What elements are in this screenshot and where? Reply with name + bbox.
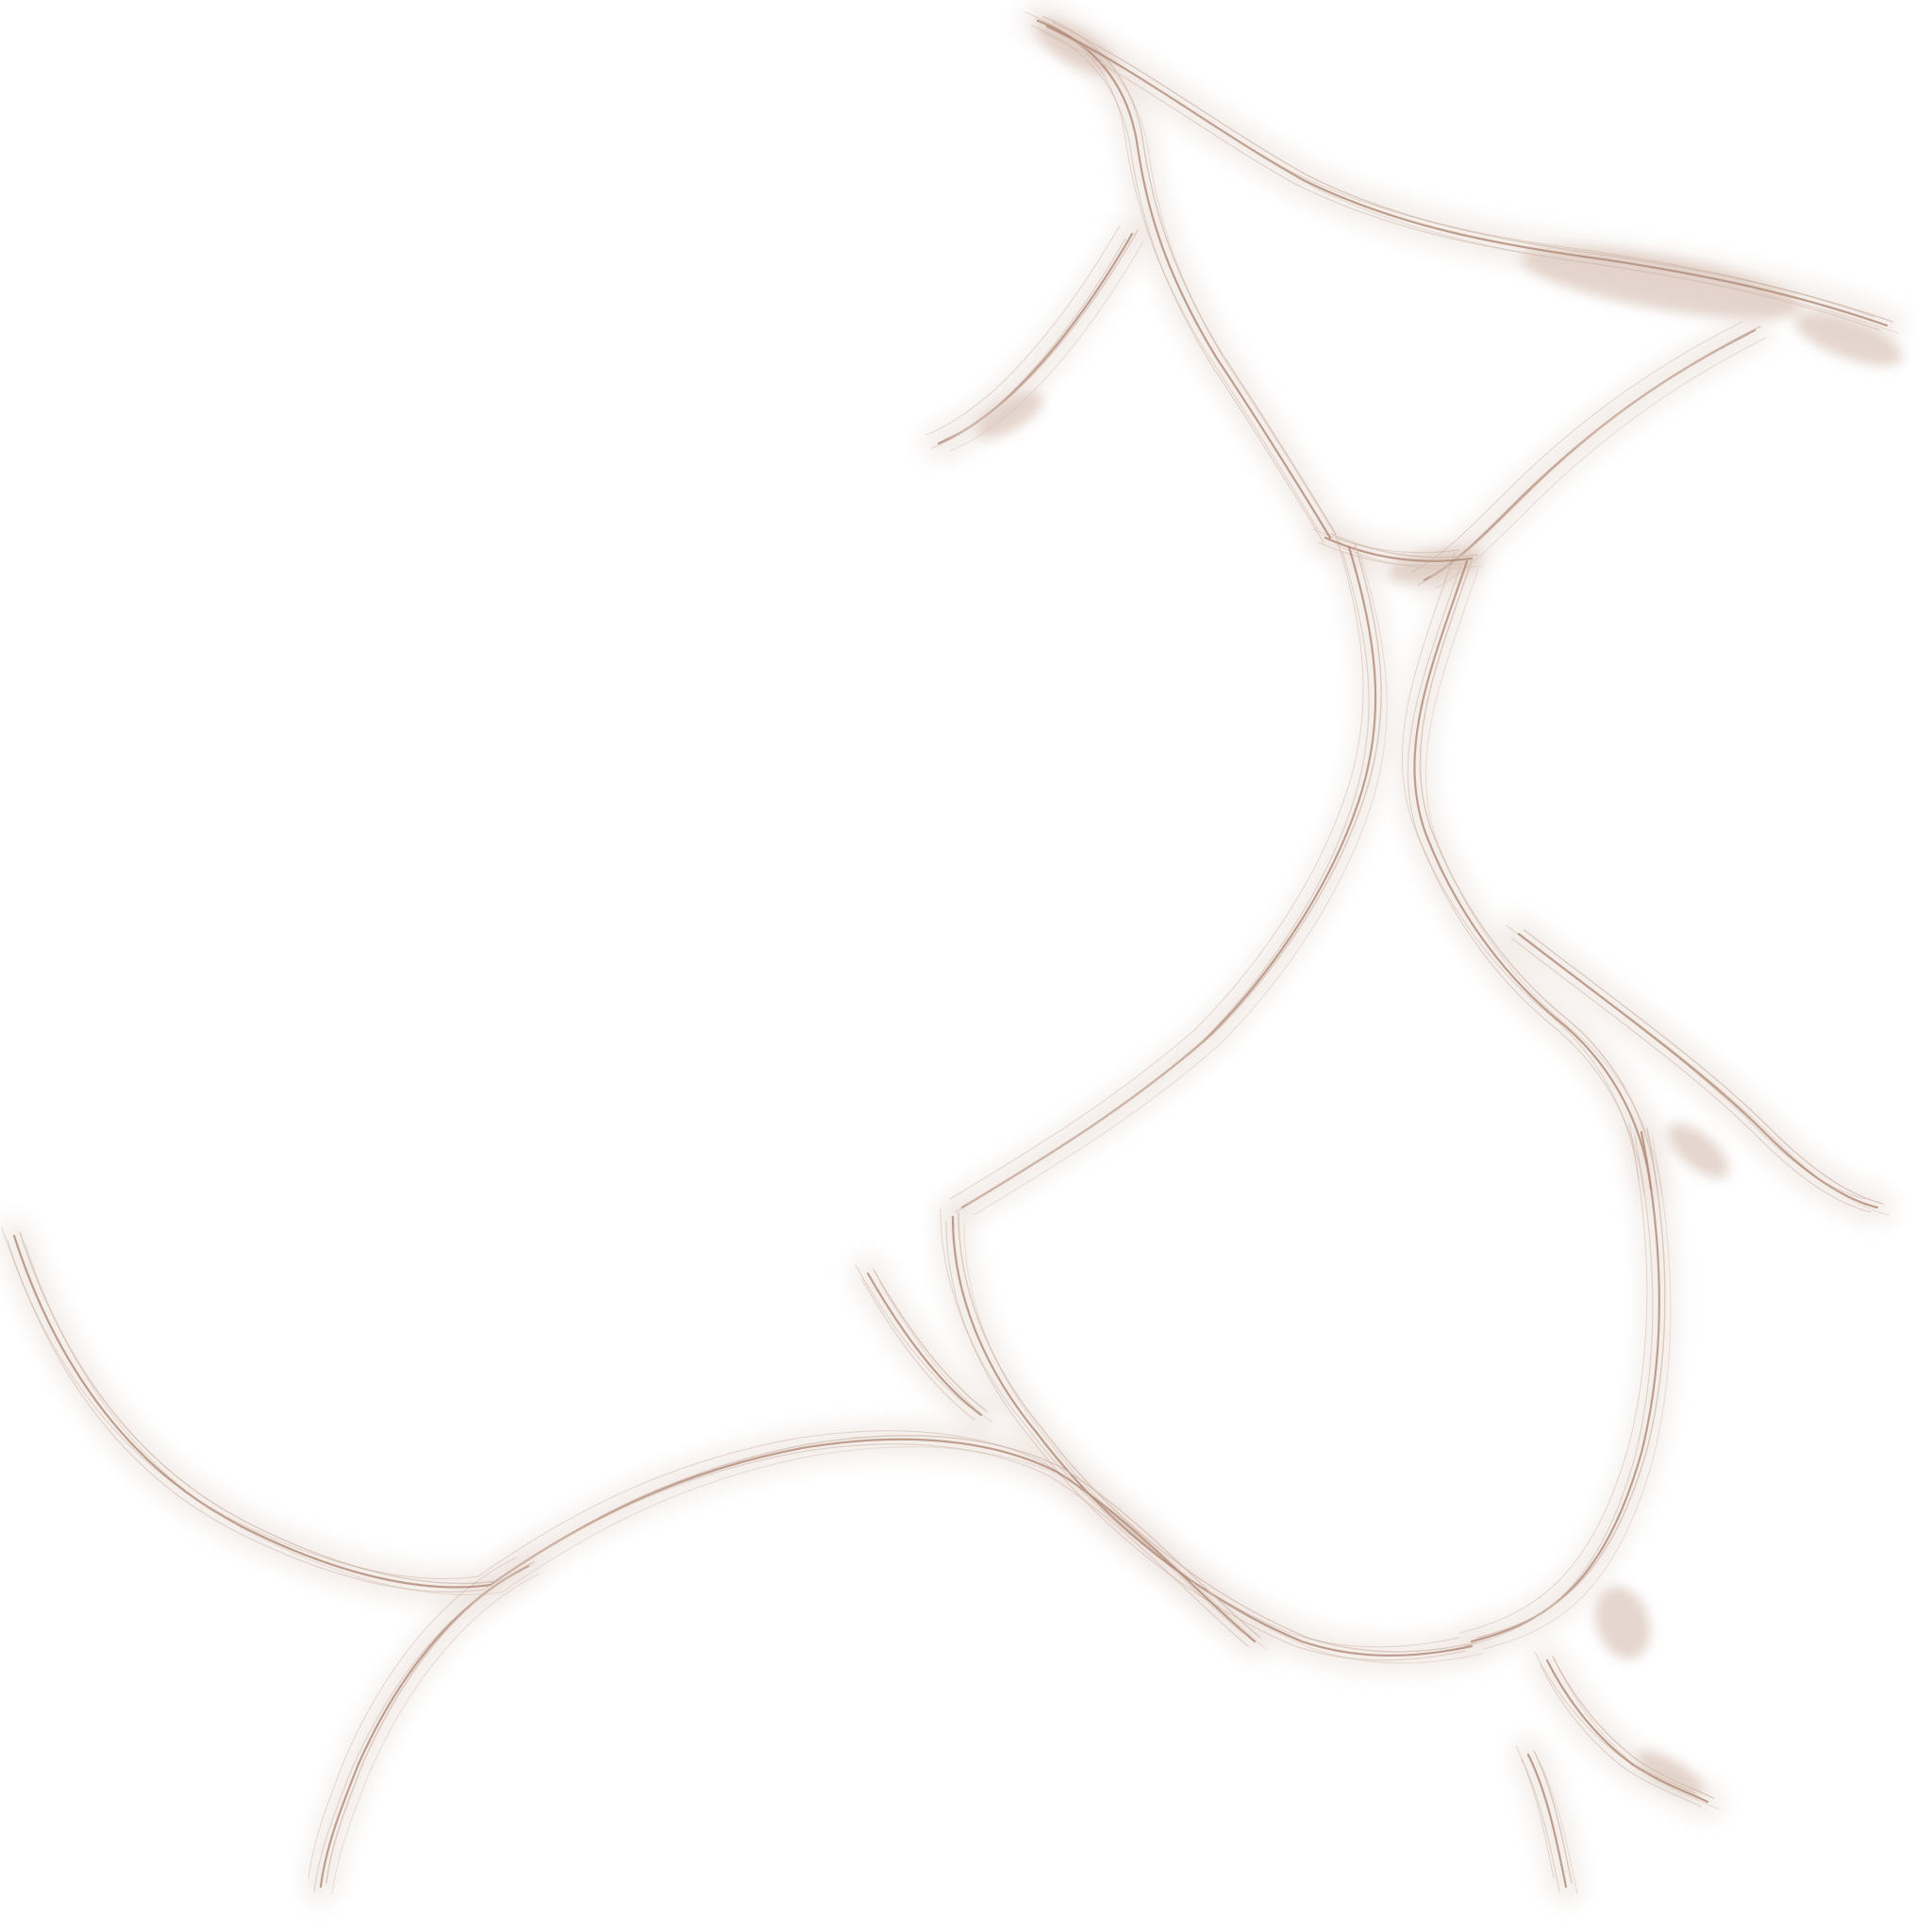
right-wing-blot xyxy=(1667,1123,1729,1179)
bottom-right-tail-strand xyxy=(1545,1658,1709,1804)
top-band-strand xyxy=(1045,25,1889,327)
bottom-right-tail-strand-hair-3 xyxy=(1557,1667,1720,1810)
top-arc-strand-hair-4 xyxy=(1024,11,1319,530)
lower-right-loop-strand-hair-1 xyxy=(1476,1127,1666,1639)
bottom-wave-strand-hair-4 xyxy=(1,1226,1243,1634)
top-tip-blot xyxy=(1038,21,1113,74)
top-band-strand-hair-2 xyxy=(1040,30,1881,331)
bottom-left-tail-strand xyxy=(319,1564,530,1889)
bottom-right-wisp-strand-hair-3 xyxy=(1539,1761,1578,1895)
strand-layer xyxy=(1,11,1899,1895)
bottom-wave-strand-hair-2 xyxy=(7,1240,1249,1647)
lower-left-loop-strand-hair-3 xyxy=(963,1224,1484,1664)
bottom-right-wisp-strand-hair-1 xyxy=(1533,1750,1573,1884)
right-wing-strand-hair-4 xyxy=(1506,924,1866,1200)
center-right-haze xyxy=(1398,545,1667,1205)
top-band-strand-hair-1 xyxy=(1052,22,1893,323)
bottom-right-blot xyxy=(1594,1586,1651,1659)
lower-left-loop-strand xyxy=(951,1215,1474,1657)
lower-left-loop-strand-hair-1 xyxy=(958,1212,1478,1653)
right-wing-strand-hair-3 xyxy=(1529,941,1890,1216)
center-right-strand xyxy=(1413,559,1653,1191)
bottom-left-tail-haze xyxy=(305,1550,544,1903)
bottom-right-tail-strand-hair-2 xyxy=(1540,1664,1702,1807)
lower-right-loop-strand-hair-4 xyxy=(1458,1123,1648,1634)
bottom-wave-strand-hair-1 xyxy=(19,1231,1261,1639)
center-right-strand-hair-4 xyxy=(1402,552,1640,1181)
top-arc-strand-hair-1 xyxy=(1042,16,1337,535)
right-wing-strand xyxy=(1517,932,1879,1209)
top-band-strand-hair-3 xyxy=(1058,33,1899,334)
hip-small-strand-hair-1 xyxy=(873,1269,988,1412)
bottom-left-tail-strand-hair-3 xyxy=(331,1573,541,1895)
top-arc-strand-hair-3 xyxy=(1048,27,1342,546)
top-left-strand-hair-3 xyxy=(949,241,1144,452)
center-left-strand-hair-3 xyxy=(973,554,1388,1216)
bottom-wave-strand-hair-3 xyxy=(25,1242,1267,1650)
top-left-blot xyxy=(975,391,1043,439)
center-right-strand-hair-3 xyxy=(1425,568,1663,1197)
hip-small-strand-hair-3 xyxy=(878,1280,993,1424)
right-upper-strand-hair-2 xyxy=(1417,334,1749,586)
hip-small-strand xyxy=(866,1272,983,1417)
bottom-left-tail-strand-hair-4 xyxy=(308,1557,517,1879)
lower-right-loop-haze xyxy=(1456,1116,1675,1657)
neck-band-strand-hair-2 xyxy=(1318,541,1466,567)
bottom-right-tail-strand-hair-4 xyxy=(1534,1651,1696,1794)
right-wing-strand-hair-2 xyxy=(1511,938,1872,1213)
lower-right-loop-strand-hair-2 xyxy=(1464,1136,1654,1647)
lower-left-loop-strand-hair-4 xyxy=(940,1208,1460,1648)
bottom-wave-strand xyxy=(12,1234,1257,1643)
neck-band-strand-hair-1 xyxy=(1330,533,1478,558)
bottom-right-tail-blot xyxy=(1636,1751,1704,1796)
bottom-wave-haze xyxy=(0,1220,1271,1657)
bottom-right-tail-strand-hair-1 xyxy=(1552,1656,1714,1799)
top-right-blot xyxy=(1521,247,1800,319)
center-left-haze xyxy=(946,531,1392,1224)
neck-band-strand xyxy=(1324,536,1474,562)
bottom-right-wisp-haze xyxy=(1512,1739,1582,1903)
top-band-strand-hair-4 xyxy=(1034,17,1875,318)
right-upper-strand-hair-4 xyxy=(1411,321,1743,573)
center-right-strand-hair-2 xyxy=(1407,565,1645,1194)
center-left-strand-hair-2 xyxy=(955,551,1370,1213)
top-arc-strand-hair-2 xyxy=(1030,25,1324,543)
top-left-strand-hair-4 xyxy=(925,225,1121,436)
lower-right-loop-strand-hair-3 xyxy=(1482,1139,1672,1650)
right-upper-strand-hair-1 xyxy=(1429,325,1761,577)
lower-left-loop-strand-hair-2 xyxy=(945,1221,1466,1661)
bottom-right-wisp-strand-hair-2 xyxy=(1521,1758,1560,1892)
hip-small-strand-hair-2 xyxy=(860,1277,975,1421)
right-wing-strand-hair-1 xyxy=(1524,929,1884,1205)
bottom-left-tail-strand-hair-1 xyxy=(325,1561,535,1884)
bottom-left-tail-strand-hair-2 xyxy=(313,1570,523,1892)
center-left-strand-hair-4 xyxy=(949,538,1364,1200)
bottom-right-wisp-strand-hair-4 xyxy=(1515,1745,1555,1879)
far-right-blot xyxy=(1795,313,1903,366)
neck-band-strand-hair-4 xyxy=(1312,528,1460,554)
top-left-strand-hair-2 xyxy=(931,238,1126,449)
top-arc-strand xyxy=(1036,19,1332,540)
hip-small-strand-hair-4 xyxy=(855,1264,970,1407)
center-right-strand-hair-1 xyxy=(1419,557,1657,1186)
bottom-right-wisp-strand xyxy=(1526,1753,1568,1889)
lower-right-loop-strand xyxy=(1470,1130,1660,1643)
